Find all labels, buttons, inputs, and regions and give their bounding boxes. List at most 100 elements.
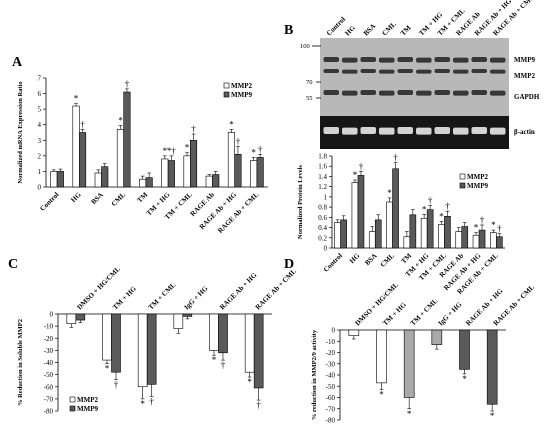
- mw-marker-70: 70: [306, 79, 313, 86]
- significance-mark: *: [105, 364, 110, 374]
- chart-a: 0 1 2 3 4 5 6 7 Normalized mRNA Expression Ratio…: [17, 75, 268, 235]
- significance-mark: *: [439, 211, 444, 221]
- y-tick-label: 0: [50, 311, 54, 319]
- bar-mmp2: [334, 222, 341, 249]
- y-tick-label: 0.4: [318, 224, 327, 232]
- significance-mark: *: [491, 220, 496, 230]
- bar-mmp9: [56, 171, 64, 188]
- category-label: IgG + HG: [437, 300, 464, 327]
- band-beta-actin-lane-6: [434, 127, 451, 134]
- y-tick-label: -30: [326, 360, 336, 368]
- significance-mark: *: [251, 147, 256, 157]
- y-tick-label: -80: [44, 408, 54, 416]
- bar-value: [348, 329, 360, 336]
- band-mmp2-lane-8: [471, 69, 488, 73]
- category-label: HG: [69, 190, 83, 204]
- bar-mmp9: [190, 139, 198, 188]
- significance-mark: †: [149, 396, 154, 406]
- panel-label-b: B: [284, 23, 293, 38]
- legend-label-mmp9: MMP9: [467, 182, 488, 190]
- bar-mmp2: [244, 313, 255, 373]
- y-tick-label: -60: [44, 383, 54, 391]
- y-tick-label: 5: [38, 106, 42, 114]
- category-label: CML: [379, 252, 396, 269]
- bar-mmp9: [256, 157, 264, 188]
- y-tick-label: 0: [38, 184, 42, 192]
- bar-mmp9: [496, 236, 503, 249]
- category-label: RAGE Ab + CML: [254, 267, 298, 311]
- band-beta-actin-lane-0: [323, 127, 340, 134]
- band-gapdh-lane-8: [471, 90, 488, 95]
- bar-value: [376, 329, 387, 384]
- band-mmp2-lane-6: [434, 69, 451, 73]
- bar-mmp9: [340, 219, 347, 249]
- band-gapdh-lane-0: [323, 90, 340, 95]
- bar-mmp2: [183, 155, 191, 188]
- blot-lane-label: TM: [399, 24, 413, 38]
- bar-mmp9: [409, 214, 417, 249]
- bar-mmp2: [227, 132, 235, 188]
- bar-mmp9: [182, 313, 193, 317]
- bar-mmp2: [403, 236, 411, 249]
- y-axis-label: % reduction in MMP2/9 activity: [311, 329, 318, 420]
- y-tick-label: -10: [326, 338, 336, 346]
- significance-mark: †: [359, 161, 364, 171]
- significance-mark: †: [497, 224, 502, 234]
- band-beta-actin-lane-9: [489, 127, 506, 135]
- significance-mark: *: [422, 204, 427, 214]
- y-tick-label: -40: [326, 372, 336, 380]
- band-mmp9-lane-8: [471, 57, 488, 62]
- y-tick-label: 0: [324, 245, 328, 253]
- y-tick-label: -10: [44, 323, 54, 331]
- band-mmp2-lane-1: [341, 69, 358, 74]
- significance-mark: *: [407, 409, 412, 419]
- y-tick-label: 0.6: [318, 214, 327, 222]
- band-label-gapdh: GAPDH: [514, 93, 540, 101]
- bar-mmp9: [111, 313, 121, 373]
- significance-mark: †: [256, 400, 261, 410]
- bar-mmp9: [461, 226, 469, 249]
- significance-mark: *: [118, 115, 123, 125]
- bar-mmp9: [426, 209, 434, 249]
- significance-mark: *: [185, 143, 190, 153]
- category-label: HG: [348, 251, 362, 265]
- category-label: TM + HG: [111, 284, 138, 311]
- significance-mark: †: [258, 144, 263, 154]
- y-tick-label: -60: [326, 394, 336, 402]
- bar-mmp2: [250, 160, 258, 188]
- y-tick-label: 4: [38, 121, 42, 129]
- bar-mmp2: [94, 172, 102, 188]
- bar-mmp2: [472, 234, 480, 249]
- bar-value: [431, 329, 443, 345]
- significance-mark: †: [480, 215, 485, 225]
- band-mmp9-lane-0: [323, 57, 340, 62]
- significance-mark: *: [379, 390, 384, 400]
- band-beta-actin-lane-8: [471, 127, 488, 134]
- bar-value: [486, 329, 498, 405]
- bar-mmp9: [218, 313, 228, 354]
- legend-swatch-mmp9: [459, 182, 466, 189]
- band-beta-actin-lane-3: [378, 127, 395, 135]
- significance-mark: *: [387, 188, 392, 198]
- bar-mmp2: [351, 182, 359, 249]
- legend-swatch-mmp2: [69, 396, 76, 403]
- y-tick-label: 6: [38, 90, 42, 98]
- significance-mark: †: [80, 119, 85, 129]
- significance-mark: *†: [167, 146, 177, 156]
- legend-swatch-mmp9: [223, 91, 230, 98]
- band-beta-actin-lane-4: [397, 127, 414, 134]
- y-tick-label: 3: [38, 137, 42, 145]
- band-beta-actin-lane-5: [415, 127, 432, 135]
- band-label-mmp2: MMP2: [514, 72, 535, 80]
- significance-mark: *: [247, 377, 252, 387]
- y-axis-label: Normalized mRNA Expression Ratio: [17, 81, 24, 183]
- bar-mmp2: [209, 313, 219, 351]
- category-label: TM + CML: [409, 297, 440, 328]
- bar-mmp2: [173, 313, 184, 329]
- bar-mmp9: [75, 313, 86, 321]
- legend-label-mmp9: MMP9: [77, 405, 98, 413]
- bar-mmp2: [50, 171, 58, 188]
- bar-value: [403, 329, 415, 398]
